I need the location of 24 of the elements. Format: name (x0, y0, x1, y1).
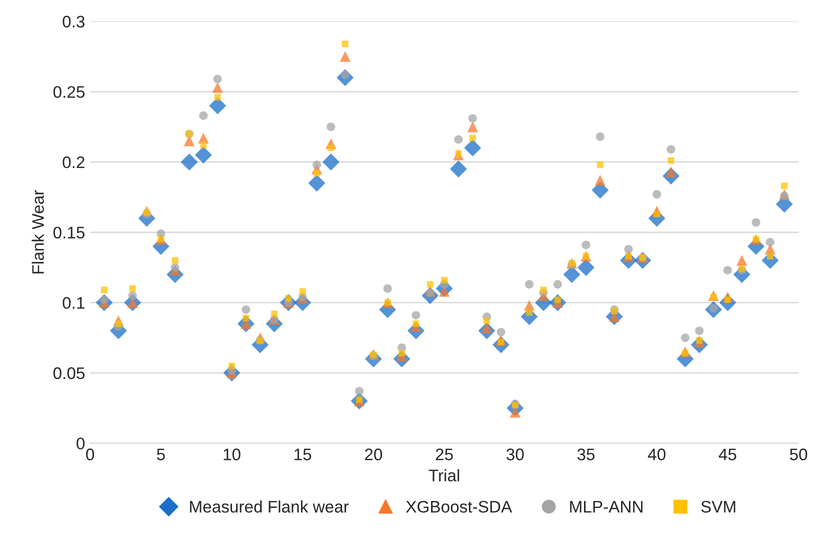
x-tick-label: 35 (577, 448, 595, 460)
legend-label: SVM (701, 500, 736, 513)
y-axis-title: Flank Wear (32, 190, 44, 274)
x-tick-label: 5 (156, 448, 165, 460)
legend-label: Measured Flank wear (190, 500, 349, 513)
y-tick-label: 0.25 (53, 86, 85, 98)
x-tick-label: 45 (718, 448, 736, 460)
y-tick-label: 0 (76, 438, 85, 450)
y-tick-label: 0.2 (62, 156, 84, 168)
x-tick-label: 20 (365, 448, 382, 460)
y-tick-label: 0.1 (62, 297, 84, 309)
x-tick-label: 25 (436, 448, 453, 460)
x-tick-label: 15 (294, 448, 312, 460)
x-tick-label: 0 (86, 448, 94, 460)
y-tick-label: 0.3 (62, 16, 84, 28)
y-tick-label: 0.15 (53, 226, 85, 238)
x-tick-label: 50 (790, 448, 808, 460)
x-tick-label: 10 (224, 448, 240, 460)
x-tick-label: 30 (506, 448, 524, 460)
y-tick-label: 0.05 (53, 367, 85, 380)
x-axis-title: Trial (428, 469, 460, 482)
x-tick-label: 40 (648, 448, 666, 460)
legend-label: MLP-ANN (570, 501, 642, 512)
legend-label: XGBoost-SDA (406, 500, 512, 513)
